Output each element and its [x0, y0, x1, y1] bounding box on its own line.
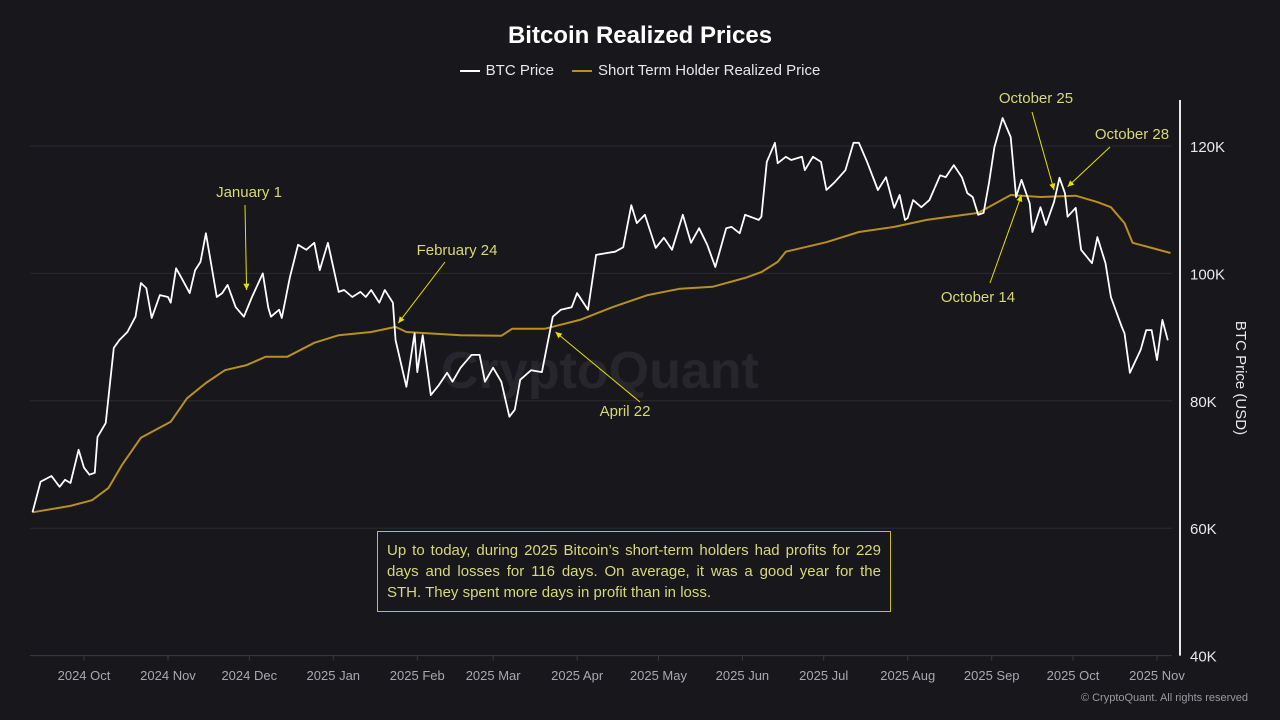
arrowhead-icon	[243, 283, 250, 290]
annotation-label: January 1	[216, 184, 282, 201]
arrowhead-icon	[1016, 195, 1023, 203]
y-tick-label: 40K	[1190, 649, 1217, 666]
legend-item-btc-price[interactable]: BTC Price	[459, 62, 555, 79]
x-tick-label: 2025 May	[630, 668, 688, 683]
x-tick-label: 2025 Jan	[307, 668, 361, 683]
annotation: October 28	[1067, 126, 1169, 188]
annotation-arrow	[1031, 111, 1055, 191]
x-tick-label: 2024 Oct	[58, 668, 111, 683]
annotation-arrow	[989, 194, 1022, 284]
legend-label: Short Term Holder Realized Price	[598, 62, 821, 79]
annotation: October 25	[999, 90, 1073, 191]
y-tick-label: 100K	[1190, 266, 1225, 283]
y-tick-label: 80K	[1190, 394, 1217, 411]
annotation: February 24	[397, 242, 498, 324]
legend: BTC Price Short Term Holder Realized Pri…	[0, 62, 1280, 79]
legend-item-sth-realized-price[interactable]: Short Term Holder Realized Price	[572, 62, 820, 79]
x-tick-label: 2025 Mar	[466, 668, 522, 683]
series-line-btc-price	[31, 117, 1169, 513]
legend-swatch	[572, 69, 593, 72]
annotation: April 22	[555, 331, 651, 420]
annotation-label: October 28	[1095, 126, 1169, 143]
x-tick-label: 2025 Oct	[1047, 668, 1100, 683]
x-tick-label: 2025 Nov	[1129, 668, 1185, 683]
annotation-label: October 25	[999, 90, 1073, 107]
x-tick-label: 2025 Sep	[964, 668, 1020, 683]
legend-swatch	[459, 69, 480, 72]
arrowhead-icon	[398, 316, 405, 324]
annotation-arrow	[555, 331, 641, 403]
annotation: January 1	[216, 184, 282, 290]
series-line-sth-realized-price	[32, 194, 1171, 514]
x-tick-label: 2025 Apr	[551, 668, 604, 683]
annotation-arrow	[1067, 146, 1111, 188]
x-tick-label: 2024 Nov	[140, 668, 196, 683]
arrowhead-icon	[555, 332, 563, 339]
copyright: © CryptoQuant. All rights reserved	[1080, 692, 1248, 704]
watermark: CryptoQuant	[441, 342, 759, 400]
y-tick-label: 60K	[1190, 521, 1217, 538]
x-tick-label: 2025 Feb	[390, 668, 445, 683]
legend-label: BTC Price	[485, 62, 555, 79]
y-tick-label: 120K	[1190, 139, 1225, 156]
annotation-arrow	[244, 204, 248, 290]
annotation-label: February 24	[417, 242, 498, 259]
annotation-label: April 22	[600, 403, 651, 420]
arrowhead-icon	[1049, 183, 1056, 190]
x-tick-label: 2025 Jun	[716, 668, 770, 683]
y-axis-title: BTC Price (USD)	[1232, 321, 1249, 435]
x-tick-label: 2025 Aug	[880, 668, 935, 683]
annotation-label: October 14	[941, 289, 1015, 306]
chart-title: Bitcoin Realized Prices	[507, 22, 773, 49]
x-tick-label: 2024 Dec	[221, 668, 277, 683]
arrowhead-icon	[1067, 180, 1075, 187]
x-tick-label: 2025 Jul	[799, 668, 848, 683]
annotation: October 14	[941, 194, 1023, 306]
annotation-arrow	[397, 261, 446, 324]
annotation-note-box: Up to today, during 2025 Bitcoin’s short…	[377, 531, 891, 612]
